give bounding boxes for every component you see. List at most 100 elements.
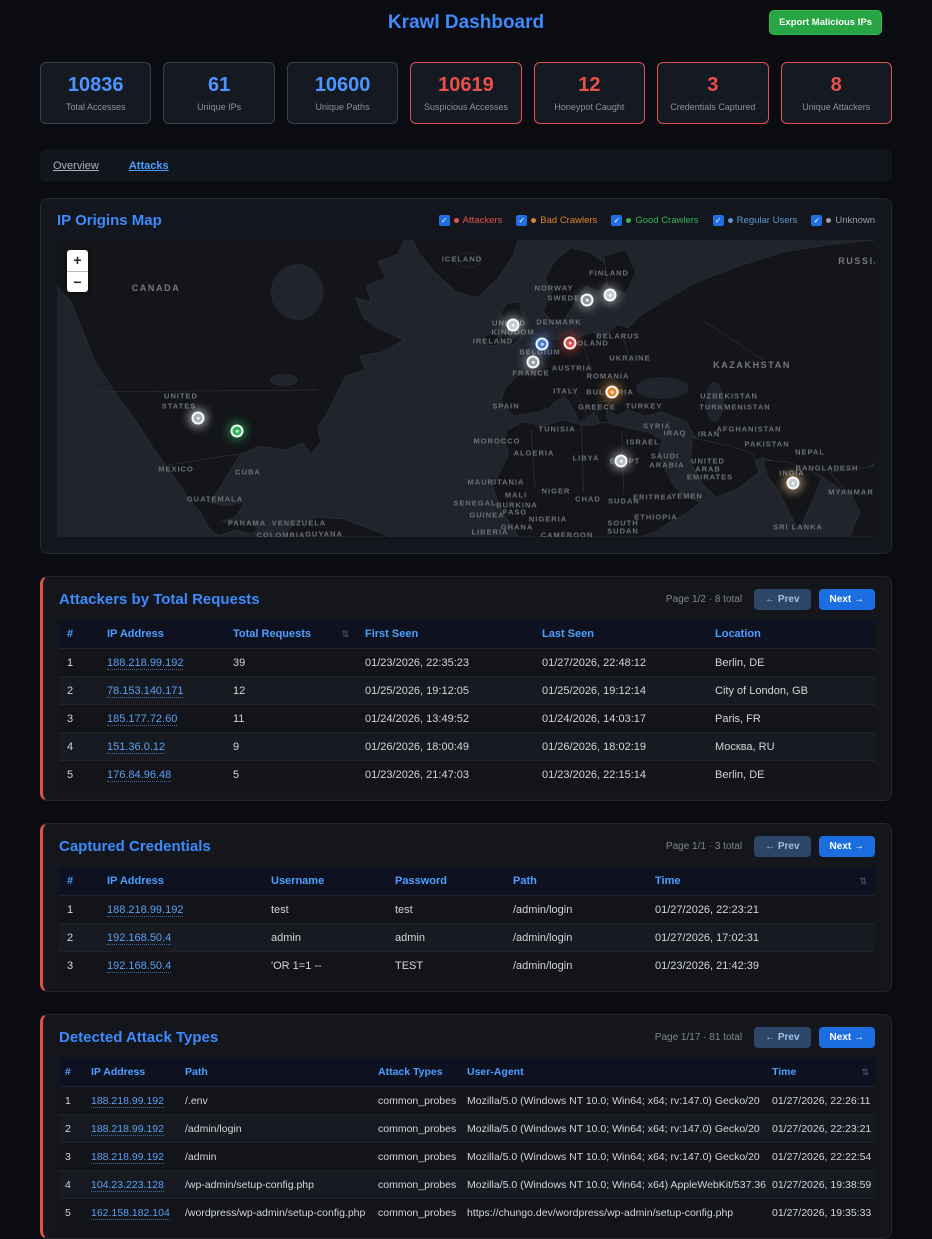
col-attack-types[interactable]: Attack Types <box>372 1058 461 1087</box>
attackers-pager: Page 1/2 · 8 total ← Prev Next → <box>666 589 875 610</box>
sort-icon[interactable]: ⇅ <box>341 629 349 639</box>
col-index[interactable]: # <box>59 867 99 896</box>
legend-checkbox[interactable]: ✓ <box>712 215 724 226</box>
map-marker[interactable] <box>191 411 205 425</box>
table-header-row: # IP Address Total Requests ⇅ First Seen … <box>59 620 875 649</box>
col-ip-address[interactable]: IP Address <box>85 1058 179 1087</box>
map-marker[interactable] <box>230 424 244 438</box>
legend-checkbox[interactable]: ✓ <box>516 215 528 226</box>
table-cell: 104.23.223.128 <box>85 1170 179 1199</box>
col-password[interactable]: Password <box>387 867 505 896</box>
next-button[interactable]: Next → <box>818 836 875 857</box>
table-cell: 188.218.99.192 <box>99 648 225 677</box>
ip-link[interactable]: 192.168.50.4 <box>107 959 172 973</box>
col-username[interactable]: Username <box>263 867 387 896</box>
world-map[interactable]: + − CANADAICELANDRUSSIAUNITEDSTATESMEXIC… <box>57 240 875 537</box>
ip-link[interactable]: 78.153.140.171 <box>107 684 184 698</box>
col-ip-address[interactable]: IP Address <box>99 620 225 649</box>
col-path[interactable]: Path <box>179 1058 372 1087</box>
stat-label: Honeypot Caught <box>554 101 625 112</box>
col-index[interactable]: # <box>59 620 99 649</box>
col-index[interactable]: # <box>59 1058 85 1087</box>
map-marker[interactable] <box>580 293 594 307</box>
prev-button[interactable]: ← Prev <box>754 589 811 610</box>
table-cell: 01/26/2026, 18:00:49 <box>357 732 534 761</box>
map-marker[interactable] <box>605 385 619 399</box>
col-last-seen[interactable]: Last Seen <box>534 620 707 649</box>
table-cell: 188.218.99.192 <box>85 1142 179 1171</box>
table-cell: 78.153.140.171 <box>99 676 225 705</box>
col-location[interactable]: Location <box>707 620 875 649</box>
next-button[interactable]: Next → <box>818 589 875 610</box>
table-cell: 151.36.0.12 <box>99 732 225 761</box>
table-cell: 192.168.50.4 <box>99 923 263 952</box>
legend-checkbox[interactable]: ✓ <box>438 215 450 226</box>
map-marker[interactable] <box>563 336 577 350</box>
col-time[interactable]: Time ⇅ <box>766 1058 875 1087</box>
table-cell: admin <box>263 923 387 952</box>
col-ip-address[interactable]: IP Address <box>99 867 263 896</box>
zoom-out-button[interactable]: − <box>67 271 88 292</box>
map-marker[interactable] <box>535 337 549 351</box>
stat-label: Suspicious Accesses <box>423 101 508 112</box>
ip-link[interactable]: 188.218.99.192 <box>107 903 184 917</box>
stat-card-unique-ips: 61 Unique IPs <box>163 62 275 124</box>
sort-icon[interactable]: ⇅ <box>861 1067 869 1077</box>
attack-types-title: Detected Attack Types <box>59 1029 219 1046</box>
table-cell: 176.84.96.48 <box>99 760 225 788</box>
col-path[interactable]: Path <box>505 867 647 896</box>
legend-label: Good Crawlers <box>635 215 699 226</box>
map-marker[interactable] <box>614 454 628 468</box>
table-cell: 01/25/2026, 19:12:14 <box>534 676 707 705</box>
table-cell: 01/23/2026, 21:42:39 <box>647 951 875 979</box>
map-marker[interactable] <box>526 355 540 369</box>
col-total-requests[interactable]: Total Requests ⇅ <box>225 620 357 649</box>
map-marker[interactable] <box>786 476 800 490</box>
prev-button[interactable]: ← Prev <box>754 1027 811 1048</box>
credentials-pager: Page 1/1 · 3 total ← Prev Next → <box>666 836 875 857</box>
table-row: 2 78.153.140.171 12 01/25/2026, 19:12:05 01/… <box>59 676 875 705</box>
sort-icon[interactable]: ⇅ <box>859 876 867 886</box>
ip-link[interactable]: 188.218.99.192 <box>91 1122 164 1136</box>
table-cell: /admin/login <box>505 895 647 924</box>
ip-link[interactable]: 151.36.0.12 <box>107 740 166 754</box>
ip-link[interactable]: 104.23.223.128 <box>91 1178 164 1192</box>
legend-checkbox[interactable]: ✓ <box>811 215 823 226</box>
ip-link[interactable]: 188.218.99.192 <box>91 1150 164 1164</box>
ip-link[interactable]: 162.158.182.104 <box>91 1206 170 1220</box>
table-cell: 12 <box>225 676 357 705</box>
credentials-table: # IP Address Username Password Path Time… <box>59 867 875 979</box>
legend-dot-icon <box>826 218 832 223</box>
ip-link[interactable]: 185.177.72.60 <box>107 712 178 726</box>
table-cell: 01/27/2026, 22:23:21 <box>766 1114 875 1143</box>
table-cell: 01/27/2026, 17:02:31 <box>647 923 875 952</box>
next-button[interactable]: Next → <box>818 1027 875 1048</box>
legend-item: ✓ Good Crawlers <box>611 215 699 226</box>
ip-link[interactable]: 176.84.96.48 <box>107 768 172 782</box>
table-cell: 01/24/2026, 14:03:17 <box>534 704 707 733</box>
prev-button[interactable]: ← Prev <box>754 836 811 857</box>
col-user-agent[interactable]: User-Agent <box>461 1058 766 1087</box>
ip-link[interactable]: 188.218.99.192 <box>91 1094 164 1108</box>
table-cell: 3 <box>59 951 99 979</box>
tab-overview[interactable]: Overview <box>53 159 99 172</box>
map-marker[interactable] <box>603 288 617 302</box>
table-cell: 2 <box>59 676 99 705</box>
table-cell: test <box>387 895 505 924</box>
ip-link[interactable]: 192.168.50.4 <box>107 931 172 945</box>
map-legend: ✓ Attackers ✓ Bad Crawlers ✓ Good Crawlers ✓ Re… <box>438 215 875 226</box>
zoom-in-button[interactable]: + <box>67 250 88 271</box>
col-first-seen[interactable]: First Seen <box>357 620 534 649</box>
credentials-title: Captured Credentials <box>59 838 211 855</box>
map-marker[interactable] <box>506 318 520 332</box>
legend-checkbox[interactable]: ✓ <box>611 215 623 226</box>
legend-label: Unknown <box>835 215 875 226</box>
table-row: 3 185.177.72.60 11 01/24/2026, 13:49:52 01/2… <box>59 704 875 733</box>
table-row: 5 176.84.96.48 5 01/23/2026, 21:47:03 01/23/… <box>59 760 875 788</box>
col-time[interactable]: Time ⇅ <box>647 867 875 896</box>
legend-dot-icon <box>531 218 537 223</box>
tab-attacks[interactable]: Attacks <box>128 159 169 172</box>
stat-value: 61 <box>208 73 231 96</box>
ip-link[interactable]: 188.218.99.192 <box>107 656 184 670</box>
export-malicious-ips-button[interactable]: Export Malicious IPs <box>769 10 882 35</box>
